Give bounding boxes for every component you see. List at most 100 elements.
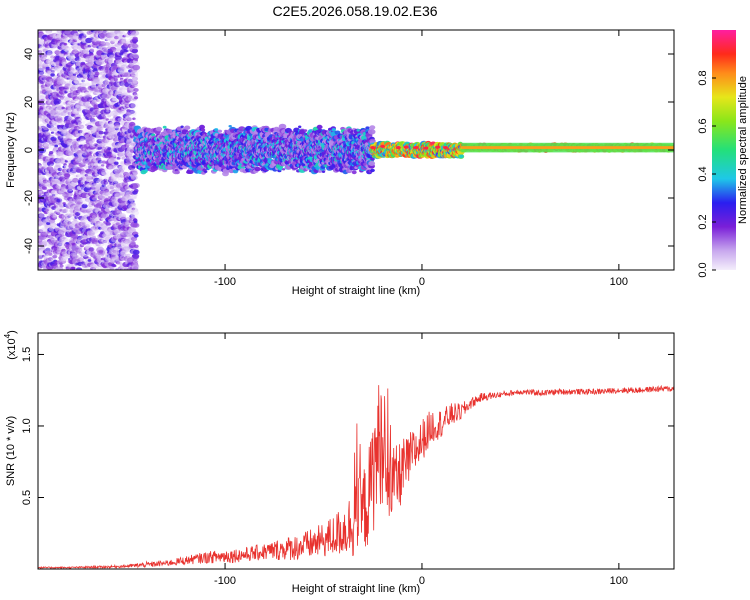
spectrogram-cell — [94, 71, 100, 76]
spectrogram-cell — [57, 242, 63, 246]
spectrogram-cell — [59, 264, 64, 268]
spectrogram-cell — [132, 100, 136, 103]
spectrogram-cell — [46, 85, 52, 89]
spectrogram-cell — [57, 35, 61, 38]
spectrogram-cell — [54, 159, 62, 165]
spectrogram-cell — [45, 247, 51, 252]
spectrogram-cell — [57, 115, 62, 119]
spectrogram-cell — [53, 174, 59, 178]
spectrogram-cell — [55, 194, 59, 198]
spectrogram-cell — [51, 172, 59, 178]
spectrogram-cell — [44, 118, 51, 123]
spectrogram-cell — [38, 92, 41, 97]
spectrogram-cell — [45, 192, 49, 196]
spectrogram-cell — [42, 240, 48, 244]
spectrogram-cell — [45, 131, 50, 135]
spectrogram-cell — [131, 48, 138, 54]
spectrogram-cell — [38, 142, 43, 147]
spectrogram-cell — [47, 88, 53, 92]
spectrogram-cell — [106, 107, 110, 111]
spectrogram-cell — [83, 202, 87, 206]
figure-title: C2E5.2026.058.19.02.E36 — [272, 3, 437, 19]
spectrogram-cell — [53, 204, 59, 208]
spectrogram-cell — [131, 113, 137, 118]
spectrogram-cell — [38, 51, 43, 54]
spectrogram-cell — [55, 163, 61, 168]
spectrogram-cell — [53, 265, 58, 269]
spectrogram-cell — [98, 130, 104, 135]
spectrogram-cell — [85, 82, 90, 87]
spectrogram-cell — [55, 33, 60, 37]
spectrogram-cell — [48, 107, 53, 110]
spectrogram-cell — [38, 227, 45, 233]
spectrogram-cell — [132, 83, 138, 88]
spectrogram-cell — [132, 64, 141, 71]
spectrogram-cell — [132, 249, 140, 255]
spectrogram-cell — [134, 260, 138, 264]
spectrogram-cell — [110, 266, 115, 270]
spectrogram-cell — [133, 234, 139, 238]
spectrogram-cell — [51, 223, 56, 227]
spectrogram-cell — [52, 254, 58, 259]
spectrogram-cell — [132, 30, 140, 36]
spectrogram-cell — [40, 246, 46, 251]
spectrogram-cell — [50, 190, 59, 197]
spectrogram-cell — [54, 176, 59, 180]
spectrogram-cell — [132, 210, 139, 215]
spectrogram-cell — [38, 213, 45, 219]
spectrogram-cell — [155, 126, 163, 132]
spectrogram-cell — [54, 207, 59, 211]
spectrogram-cell — [39, 213, 45, 218]
spectrogram-cell — [132, 222, 140, 228]
spectrogram-cell — [71, 266, 76, 270]
spectrogram-cell — [38, 176, 44, 183]
spectrogram-cell — [42, 141, 51, 148]
spectrogram-cell — [43, 145, 49, 150]
spectrogram-cell — [82, 121, 86, 124]
spectrogram-cell — [50, 61, 57, 66]
spectrogram-cell — [52, 213, 58, 218]
spectrogram-cell — [45, 207, 54, 214]
spectrogram-cell — [38, 38, 44, 45]
spectrogram-cell — [50, 189, 55, 192]
spectrogram-cell — [128, 197, 135, 202]
spectrogram-cell — [48, 252, 53, 256]
spectrogram-cell — [39, 105, 46, 110]
spectrogram-cell — [42, 94, 46, 97]
spectrogram-cell — [79, 248, 85, 252]
spectrogram-cell — [54, 179, 60, 183]
spectrogram-cell — [43, 143, 51, 150]
spectrogram-cell — [52, 44, 58, 49]
spectrogram-cell — [48, 165, 53, 168]
spectrogram-cell — [47, 187, 51, 190]
spectrogram-cell — [58, 122, 62, 125]
spectrogram-cell — [134, 74, 139, 78]
spectrogram-cell — [46, 51, 54, 56]
spectrogram-cell — [49, 145, 55, 149]
spectrogram-cell — [134, 118, 138, 121]
spectrogram-cell — [134, 58, 139, 62]
spectrogram-cell — [42, 156, 51, 162]
spectrogram-cell — [64, 173, 71, 178]
spectrogram-cell — [144, 168, 149, 172]
spectrogram-data — [38, 30, 674, 270]
spectrogram-cell — [38, 253, 45, 259]
spectrogram-cell — [122, 38, 127, 42]
spectrogram-cell — [38, 50, 43, 54]
spectrogram-cell — [38, 70, 45, 75]
spectrogram-cell — [132, 36, 138, 41]
spectrogram-cell — [41, 102, 46, 106]
spectrogram-cell — [66, 48, 70, 51]
spectrogram-cell — [38, 190, 43, 194]
spectrogram-cell — [57, 167, 63, 172]
spectrogram-cell — [133, 196, 137, 199]
spectrogram-cell — [38, 254, 44, 259]
spectrogram-cell — [40, 98, 45, 102]
spectrogram-cell — [133, 173, 138, 176]
spectrogram-cell — [45, 208, 50, 212]
spectrogram-cell — [54, 135, 58, 139]
spectrogram-cell — [47, 101, 52, 105]
spectrogram-cell — [52, 127, 59, 132]
